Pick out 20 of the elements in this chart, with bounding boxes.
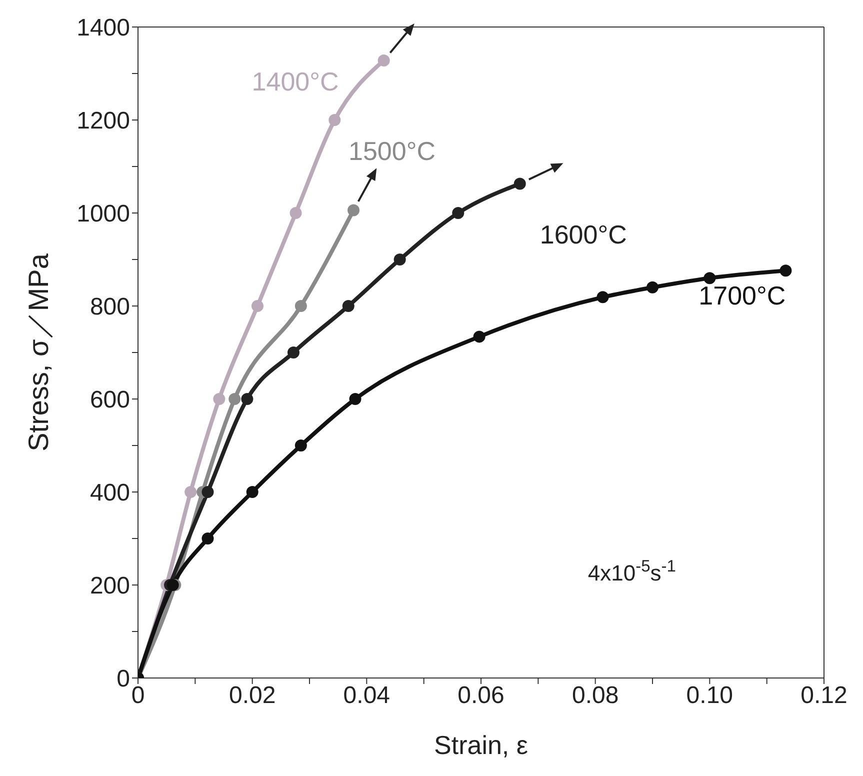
x-axis-title: Strain, ε [434, 730, 528, 760]
annotation: 4x10$^{-5}$s$^{-1}$ [588, 557, 676, 586]
x-tick-label: 0.08 [572, 682, 619, 710]
y-tick-label: 1400 [76, 14, 130, 42]
series-label: 1700°C [698, 280, 786, 311]
x-tick-label: 0.06 [458, 682, 504, 710]
series-label: 1400°C [252, 66, 339, 96]
x-tick-label: 0.10 [686, 682, 734, 710]
y-axis-title: Stress, σ／MPa [22, 253, 54, 452]
y-tick-label: 600 [90, 386, 130, 414]
y-tick-label: 200 [90, 572, 130, 600]
series-label: 1500°C [348, 136, 436, 166]
y-tick-label: 1200 [76, 108, 130, 135]
y-tick-label: 800 [90, 294, 130, 321]
y-tick-label: 400 [90, 480, 130, 507]
series-label: 1600°C [540, 220, 627, 250]
text: 0.02 [228, 682, 276, 710]
x-tick-label: 0.12 [800, 682, 848, 710]
y-tick-label: 1000 [76, 200, 130, 228]
x-tick-label: 0.04 [343, 682, 390, 710]
